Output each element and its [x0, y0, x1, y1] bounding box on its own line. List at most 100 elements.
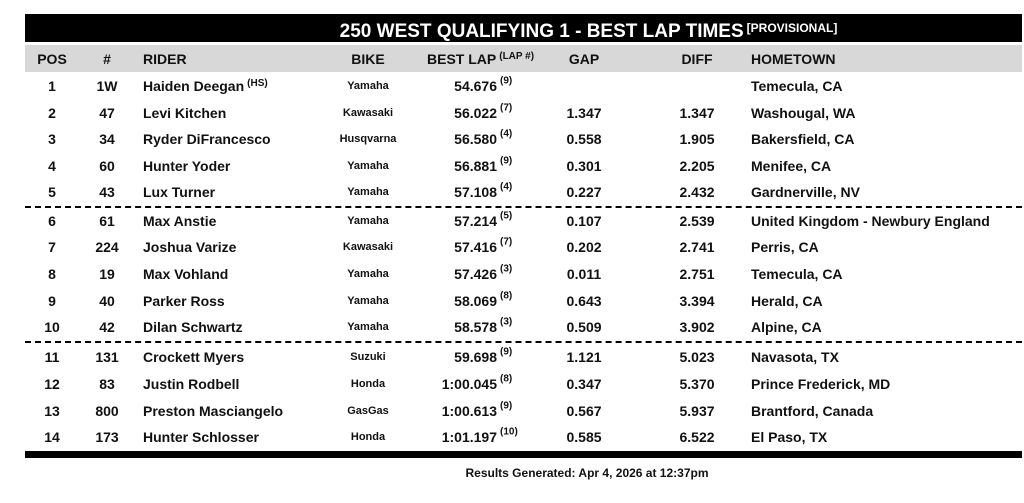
header-text: BIKE	[351, 51, 385, 67]
rider: Max Anstie	[143, 213, 217, 229]
bottom-bar	[25, 451, 1022, 458]
best-lap: 57.416	[454, 239, 497, 255]
cell-best-lap: 56.022	[454, 105, 497, 121]
cell-bike: Yamaha	[347, 295, 389, 307]
gap: 0.509	[566, 319, 602, 335]
num: 131	[95, 349, 119, 365]
lap-number: (5)	[500, 210, 513, 222]
rider: Lux Turner	[143, 184, 216, 200]
cell-pos: 3	[48, 131, 56, 147]
cell-num: 40	[99, 293, 115, 309]
rider: Parker Ross	[143, 293, 225, 309]
cell-gap: 0.347	[566, 376, 601, 392]
cell-pos: 5	[48, 184, 56, 200]
diff: 5.937	[679, 403, 715, 419]
diff: 2.539	[679, 213, 715, 229]
cell-num: 173	[95, 429, 118, 445]
cell-gap: 1.347	[566, 105, 601, 121]
cell-diff: 3.902	[679, 319, 714, 335]
lap-number: (10)	[500, 426, 518, 438]
cell-gap: 0.227	[566, 184, 601, 200]
cell-best-lap: 1:00.613	[442, 403, 497, 419]
cell-bike: Yamaha	[347, 321, 389, 333]
cell-rider: Hunter Yoder	[143, 158, 230, 174]
header-background	[25, 45, 1022, 72]
gap: 0.347	[566, 376, 602, 392]
best-lap: 57.426	[454, 266, 497, 282]
num: 173	[95, 429, 119, 445]
cell-gap: 0.011	[567, 266, 601, 282]
cell-pos: 4	[48, 158, 56, 174]
bike: Yamaha	[347, 295, 389, 307]
cell-num: 60	[99, 158, 115, 174]
cell-hometown: Alpine, CA	[751, 319, 822, 335]
header-note: (LAP #)	[499, 51, 535, 62]
header-cell: #	[103, 51, 111, 67]
diff: 5.370	[679, 376, 715, 392]
pos: 11	[44, 349, 60, 365]
rider: Dilan Schwartz	[143, 319, 243, 335]
cell-diff: 2.751	[679, 266, 714, 282]
hometown: Menifee, CA	[751, 158, 832, 174]
cell-bike: Yamaha	[347, 160, 389, 172]
rider: Preston Masciangelo	[143, 403, 284, 419]
cell-diff: 5.370	[679, 376, 714, 392]
best-lap: 1:00.613	[441, 403, 497, 419]
cell-bike: Yamaha	[347, 186, 389, 198]
pos: 12	[44, 376, 60, 392]
header-text: POS	[37, 51, 67, 67]
cell-bike: Honda	[351, 431, 385, 443]
cell-hometown: Washougal, WA	[751, 105, 855, 121]
lap-number: (9)	[500, 155, 513, 167]
cell-hometown: Gardnerville, NV	[751, 184, 860, 200]
cell-gap: 0.567	[566, 403, 601, 419]
diff: 6.522	[679, 429, 715, 445]
hometown: Brantford, Canada	[751, 403, 874, 419]
best-lap: 1:00.045	[441, 376, 497, 392]
cell-num: 42	[99, 319, 115, 335]
cell-rider: Preston Masciangelo	[143, 403, 283, 419]
cell-num: 1W	[97, 78, 118, 94]
cell-bike: Honda	[351, 378, 385, 390]
cell-pos: 2	[48, 105, 56, 121]
cell-hometown: Temecula, CA	[751, 266, 843, 282]
pos: 4	[48, 158, 56, 174]
header-text: BEST LAP	[427, 51, 497, 67]
best-lap: 56.022	[454, 105, 497, 121]
rider: Max Vohland	[143, 266, 229, 282]
cell-pos: 7	[48, 239, 56, 255]
cell-num: 224	[95, 239, 118, 255]
rider: Crockett Myers	[143, 349, 245, 365]
cell-best-lap: 56.881	[454, 158, 497, 174]
header-text: RIDER	[143, 51, 187, 67]
header-cell: BIKE	[351, 51, 384, 67]
cell-hometown: United Kingdom - Newbury England	[751, 213, 990, 229]
cell-rider: Dilan Schwartz	[143, 319, 243, 335]
cell-rider: Hunter Schlosser	[143, 429, 259, 445]
cell-pos: 14	[44, 429, 60, 445]
rider: Haiden Deegan	[143, 78, 245, 94]
cell-bike: Suzuki	[350, 351, 385, 363]
header-text: HOMETOWN	[751, 51, 836, 67]
cell-gap: 0.585	[566, 429, 601, 445]
pos: 7	[48, 239, 56, 255]
cell-pos: 9	[48, 293, 56, 309]
header-text: GAP	[568, 51, 600, 67]
lap-number: (7)	[500, 236, 513, 248]
best-lap: 57.108	[454, 184, 497, 200]
diff: 2.741	[679, 239, 715, 255]
footer: Results Generated: Apr 4, 2026 at 12:37p…	[465, 466, 709, 480]
pos: 2	[48, 105, 56, 121]
bike: Yamaha	[347, 160, 389, 172]
pos: 10	[44, 319, 60, 335]
num: 34	[99, 131, 115, 147]
cell-hometown: El Paso, TX	[751, 429, 827, 445]
cell-hometown: Navasota, TX	[751, 349, 839, 365]
diff: 1.905	[679, 131, 715, 147]
hometown: Gardnerville, NV	[751, 184, 860, 200]
cell-gap: 1.121	[566, 349, 601, 365]
diff: 2.751	[679, 266, 715, 282]
gap: 0.558	[566, 131, 602, 147]
gap: 0.202	[566, 239, 602, 255]
cell-diff: 2.205	[679, 158, 714, 174]
